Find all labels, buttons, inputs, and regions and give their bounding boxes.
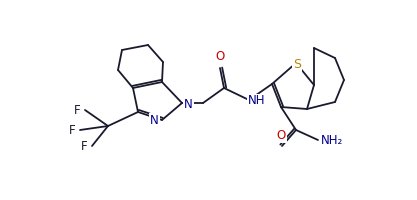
Text: NH: NH [248,95,266,108]
Text: F: F [74,104,81,116]
Text: F: F [81,140,88,152]
Text: S: S [293,58,301,71]
Text: NH₂: NH₂ [321,134,343,146]
Text: O: O [215,50,225,63]
Text: O: O [276,129,286,142]
Text: F: F [69,123,76,136]
Text: N: N [150,114,159,127]
Text: N: N [184,98,193,112]
